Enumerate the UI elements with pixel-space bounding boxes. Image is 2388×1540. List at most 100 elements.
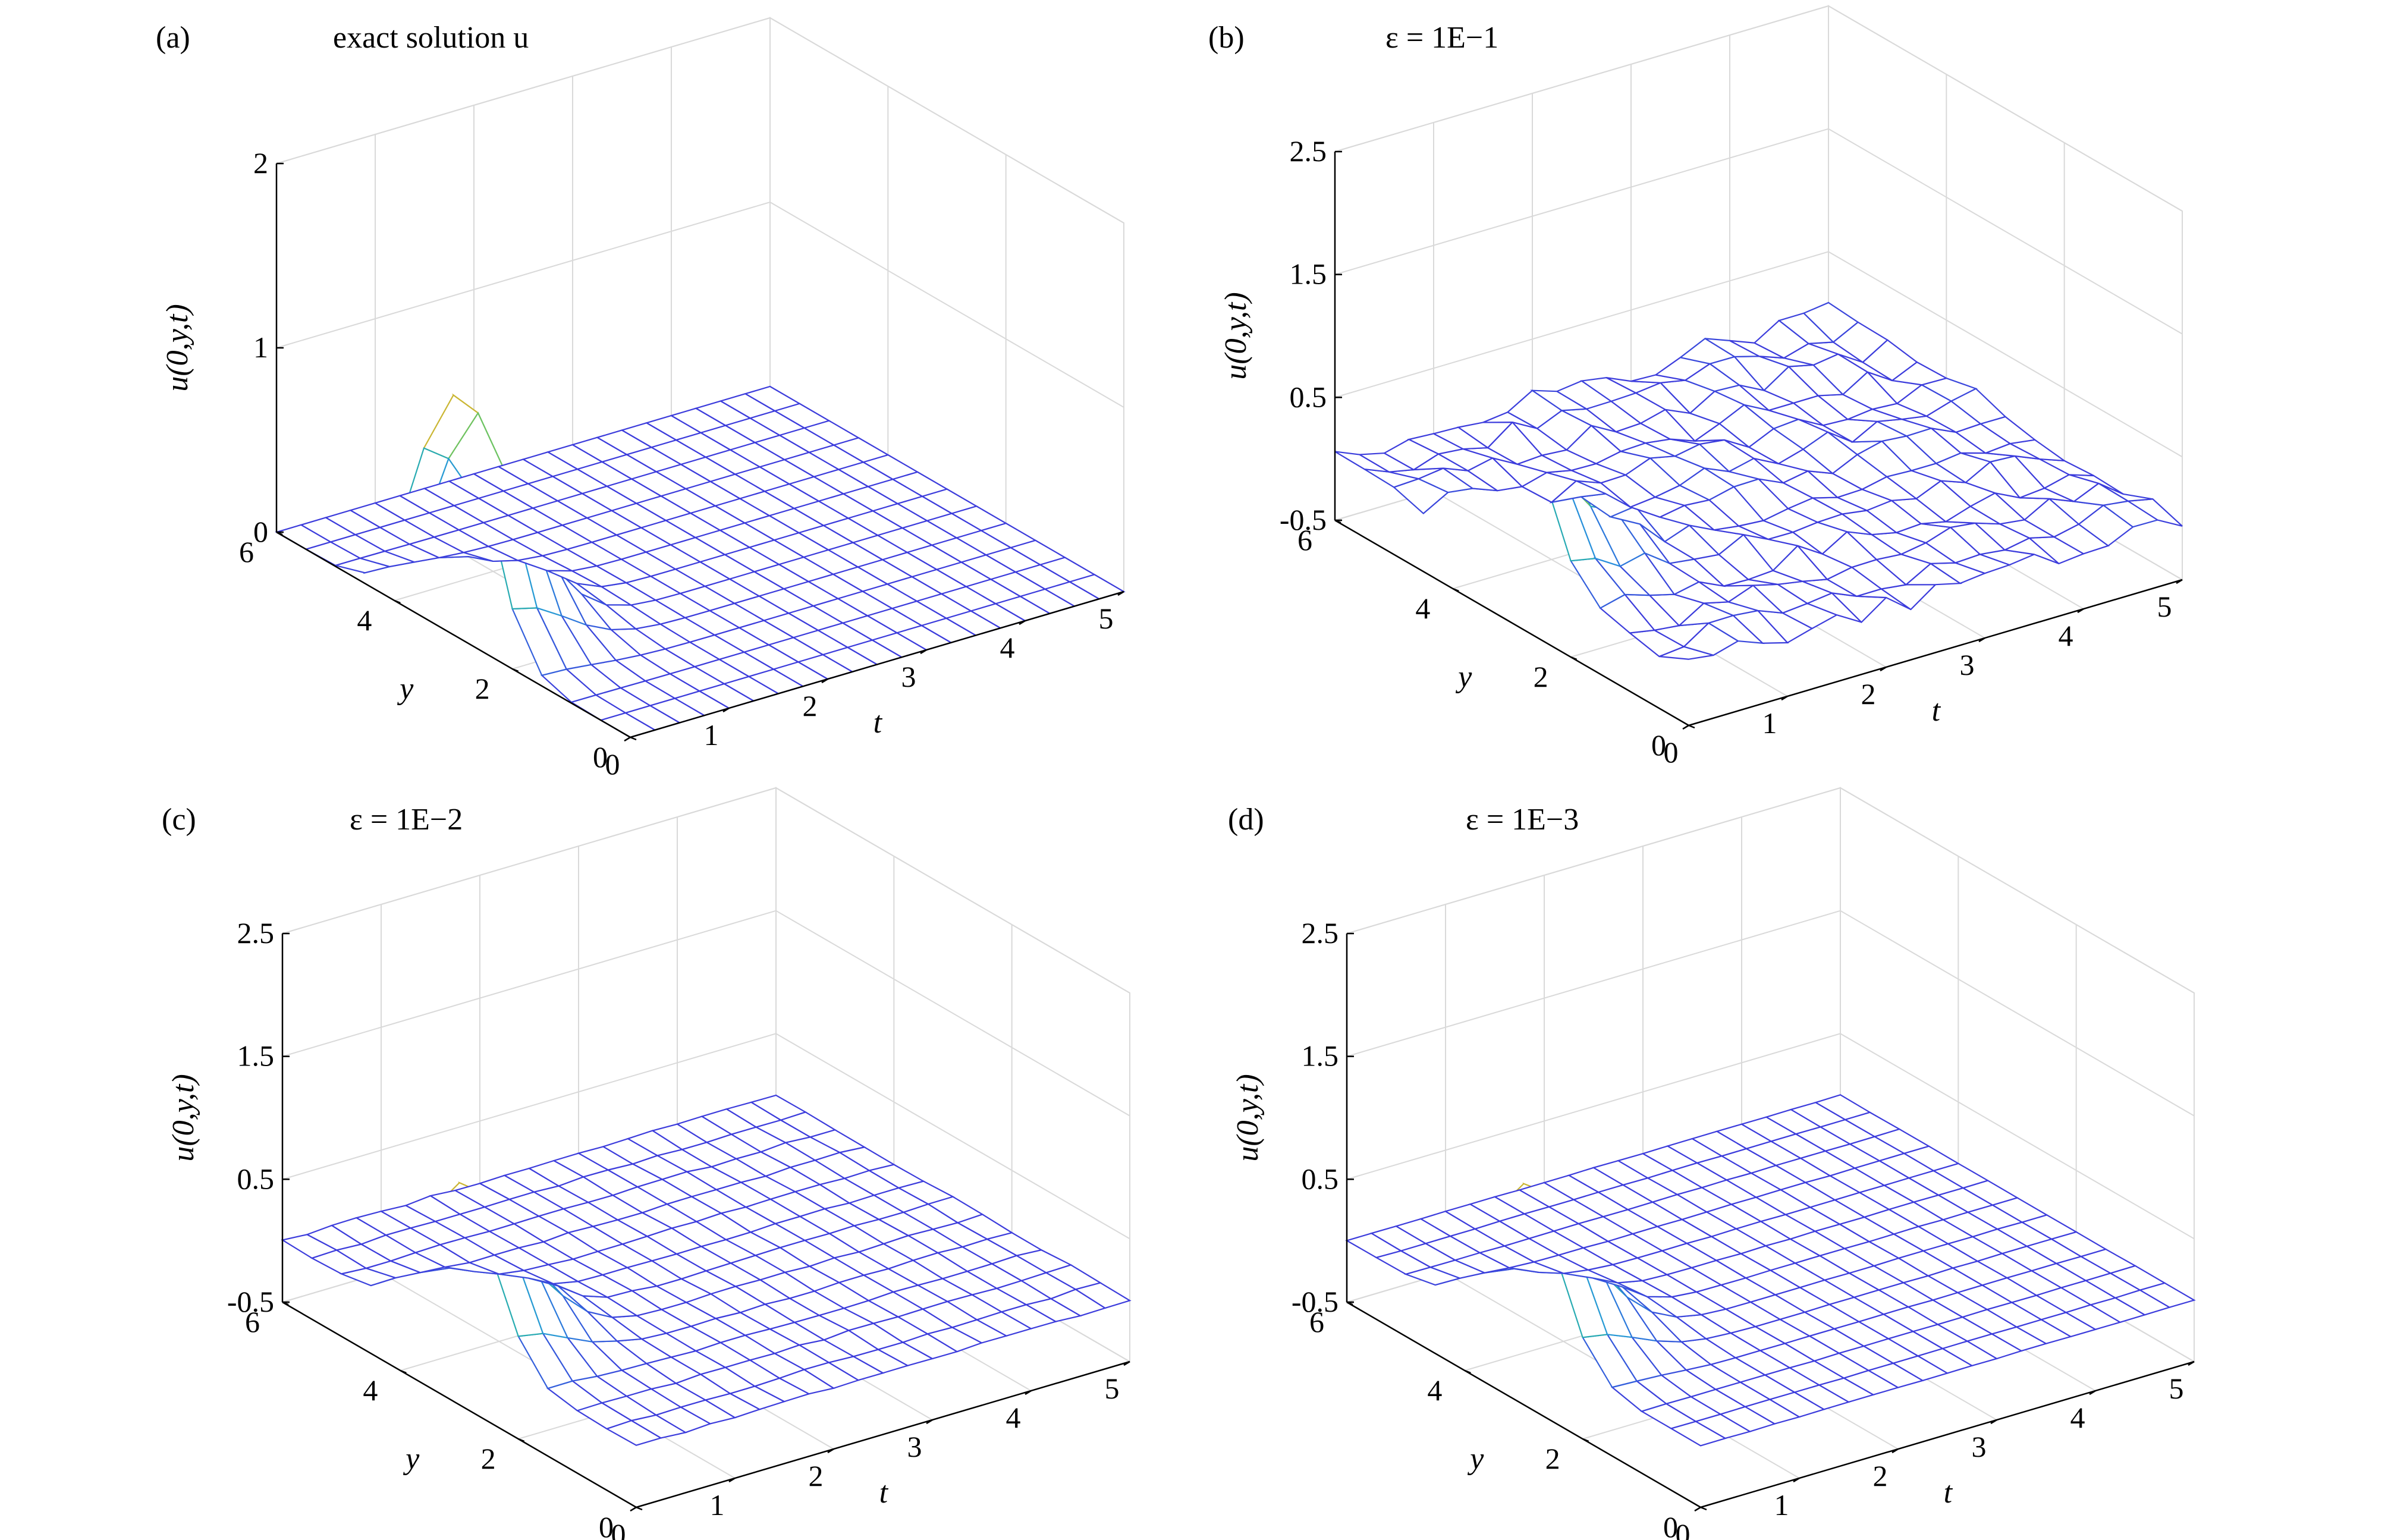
- grid-line-z: [282, 910, 1130, 1117]
- y-tick: [1700, 1506, 1707, 1511]
- grid-line-z: [1334, 251, 2183, 458]
- t-tick: [2176, 579, 2183, 584]
- y-axis-label: y: [397, 672, 414, 706]
- z-tick-label: -0.5: [227, 1285, 274, 1318]
- t-tick: [2077, 608, 2084, 614]
- t-tick: [624, 736, 631, 742]
- y-tick-label: 0: [1663, 1510, 1678, 1540]
- grid-line-z: [276, 201, 1124, 408]
- t-tick-label: 3: [907, 1430, 922, 1463]
- y-tick: [1582, 1438, 1589, 1442]
- z-tick-label: 0.5: [1290, 380, 1327, 413]
- t-tick: [1682, 724, 1689, 730]
- panel-d: (d) ε = 1E−3 0 1 2 3 4 5 0 2 4 6-0.5 0.5 1.5 2.5 t y u(…: [1228, 787, 2196, 1540]
- t-tick-label: 0: [611, 1517, 626, 1540]
- t-tick-label: 4: [1000, 631, 1015, 664]
- t-tick: [1978, 637, 1985, 643]
- z-tick-label: -0.5: [1292, 1285, 1338, 1318]
- z-tick-label: 1.5: [237, 1039, 275, 1073]
- t-tick-label: 4: [1006, 1401, 1021, 1434]
- surface-mesh: [1334, 301, 2183, 660]
- t-axis-label: t: [879, 1476, 889, 1510]
- y-tick: [512, 668, 519, 672]
- z-tick-label: 0.5: [237, 1162, 275, 1195]
- t-tick: [728, 1477, 736, 1483]
- panel-title: ε = 1E−1: [1385, 21, 1498, 55]
- surface-cell: [1802, 301, 1859, 343]
- surface-cell: [743, 385, 802, 412]
- z-axis-label: u(0,y,t): [1231, 1074, 1265, 1161]
- y-tick-label: 6: [1309, 1305, 1324, 1338]
- t-tick-label: 2: [1873, 1459, 1888, 1492]
- panel-label: (b): [1208, 21, 1245, 55]
- y-tick-label: 6: [239, 535, 254, 568]
- y-axis-label: y: [1467, 1442, 1484, 1476]
- y-tick: [518, 1438, 525, 1442]
- t-axis-line: [630, 590, 1124, 738]
- panel-b: (b) ε = 1E−1 0 1 2 3 4 5 0 2 4 6-0.5 0.5 1.5 2.5 t y u(…: [1208, 5, 2183, 769]
- z-tick-label: -0.5: [1280, 503, 1327, 536]
- grid-line-z: [282, 1033, 1130, 1240]
- t-tick-label: 1: [710, 1488, 725, 1522]
- y-tick-label: 2: [1534, 660, 1548, 693]
- t-axis-label: t: [873, 706, 883, 740]
- t-tick: [1990, 1419, 1997, 1425]
- t-tick: [920, 649, 927, 655]
- y-tick-label: 2: [481, 1442, 496, 1475]
- y-tick: [394, 599, 401, 604]
- y-axis-line: [1334, 519, 1689, 727]
- z-tick-label: 2: [253, 146, 268, 180]
- t-tick: [1793, 1477, 1800, 1483]
- z-tick-label: 2.5: [1302, 916, 1339, 950]
- y-tick: [1688, 724, 1695, 729]
- t-tick-label: 5: [2157, 590, 2172, 623]
- panel-label: (d): [1228, 803, 1264, 837]
- t-tick: [926, 1419, 933, 1425]
- t-tick: [1880, 666, 1887, 672]
- t-tick-label: 1: [704, 718, 719, 752]
- t-tick-label: 0: [605, 747, 620, 781]
- surface-mesh: [281, 1094, 1132, 1446]
- t-tick-label: 1: [1762, 706, 1777, 740]
- y-tick-label: 0: [593, 740, 608, 774]
- t-tick-label: 5: [1099, 602, 1114, 635]
- grid-line-z: [1346, 1033, 2195, 1240]
- y-tick-label: 4: [357, 604, 372, 637]
- y-tick-label: 6: [245, 1305, 260, 1338]
- t-tick-label: 4: [2070, 1401, 2085, 1434]
- grid-line-z: [276, 17, 1124, 224]
- t-tick-label: 3: [1960, 648, 1975, 681]
- y-tick-label: 6: [1297, 523, 1312, 557]
- panel-title: ε = 1E−2: [350, 803, 463, 837]
- y-tick: [636, 1506, 643, 1511]
- t-axis-line: [1700, 1360, 2195, 1508]
- surface-mesh: [275, 385, 1126, 738]
- surface-mesh: [1345, 1094, 2196, 1447]
- t-tick-label: 2: [803, 689, 818, 722]
- y-tick-label: 4: [1427, 1374, 1442, 1407]
- t-tick: [1781, 695, 1788, 701]
- y-tick-label: 0: [599, 1510, 614, 1540]
- t-tick-label: 3: [901, 660, 916, 693]
- y-tick: [1452, 587, 1459, 592]
- z-tick-label: 0.5: [1302, 1162, 1339, 1195]
- t-axis-label: t: [1944, 1476, 1953, 1510]
- y-axis-label: y: [1455, 660, 1472, 694]
- t-tick: [1891, 1448, 1899, 1454]
- y-axis-label: y: [403, 1442, 420, 1476]
- z-tick-label: 1: [253, 331, 268, 364]
- t-tick-label: 3: [1972, 1430, 1987, 1463]
- t-tick: [1019, 620, 1026, 626]
- z-tick-label: 2.5: [1290, 134, 1327, 168]
- t-tick-label: 0: [1676, 1517, 1691, 1540]
- t-tick: [2188, 1360, 2195, 1366]
- y-tick: [630, 736, 637, 741]
- t-tick: [1694, 1506, 1701, 1512]
- y-tick: [1464, 1369, 1471, 1374]
- panel-title: exact solution u: [333, 21, 529, 55]
- z-tick-label: 1.5: [1290, 257, 1327, 291]
- t-axis-line: [1688, 579, 2183, 727]
- y-tick-label: 2: [1545, 1442, 1560, 1475]
- grid-line-z: [1334, 128, 2183, 335]
